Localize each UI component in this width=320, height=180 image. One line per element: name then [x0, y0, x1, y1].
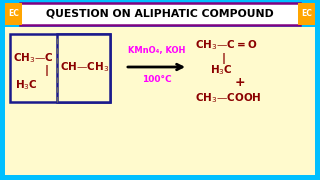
Bar — [5, 27, 315, 175]
Text: CH$_3$—C: CH$_3$—C — [13, 51, 54, 65]
Bar — [5, 3, 22, 25]
Text: KMnO₄, KOH: KMnO₄, KOH — [128, 46, 186, 55]
Text: EC: EC — [8, 10, 19, 19]
Bar — [57, 34, 110, 102]
Bar — [10, 34, 110, 102]
Text: |: | — [222, 53, 226, 64]
Text: CH$_3$—C$\mathbf{=}$O: CH$_3$—C$\mathbf{=}$O — [195, 38, 257, 52]
Bar — [20, 3, 300, 25]
Text: |: | — [45, 64, 49, 75]
Text: 100°C: 100°C — [142, 75, 172, 84]
Text: QUESTION ON ALIPHATIC COMPOUND: QUESTION ON ALIPHATIC COMPOUND — [46, 9, 274, 19]
Text: CH$_3$—COOH: CH$_3$—COOH — [195, 91, 262, 105]
Bar — [298, 3, 315, 25]
Text: H$_3$C: H$_3$C — [210, 63, 233, 77]
Text: +: + — [235, 76, 245, 89]
Text: CH—CH$_3$: CH—CH$_3$ — [60, 60, 109, 74]
Text: H$_3$C: H$_3$C — [15, 78, 38, 92]
Text: EC: EC — [301, 10, 312, 19]
